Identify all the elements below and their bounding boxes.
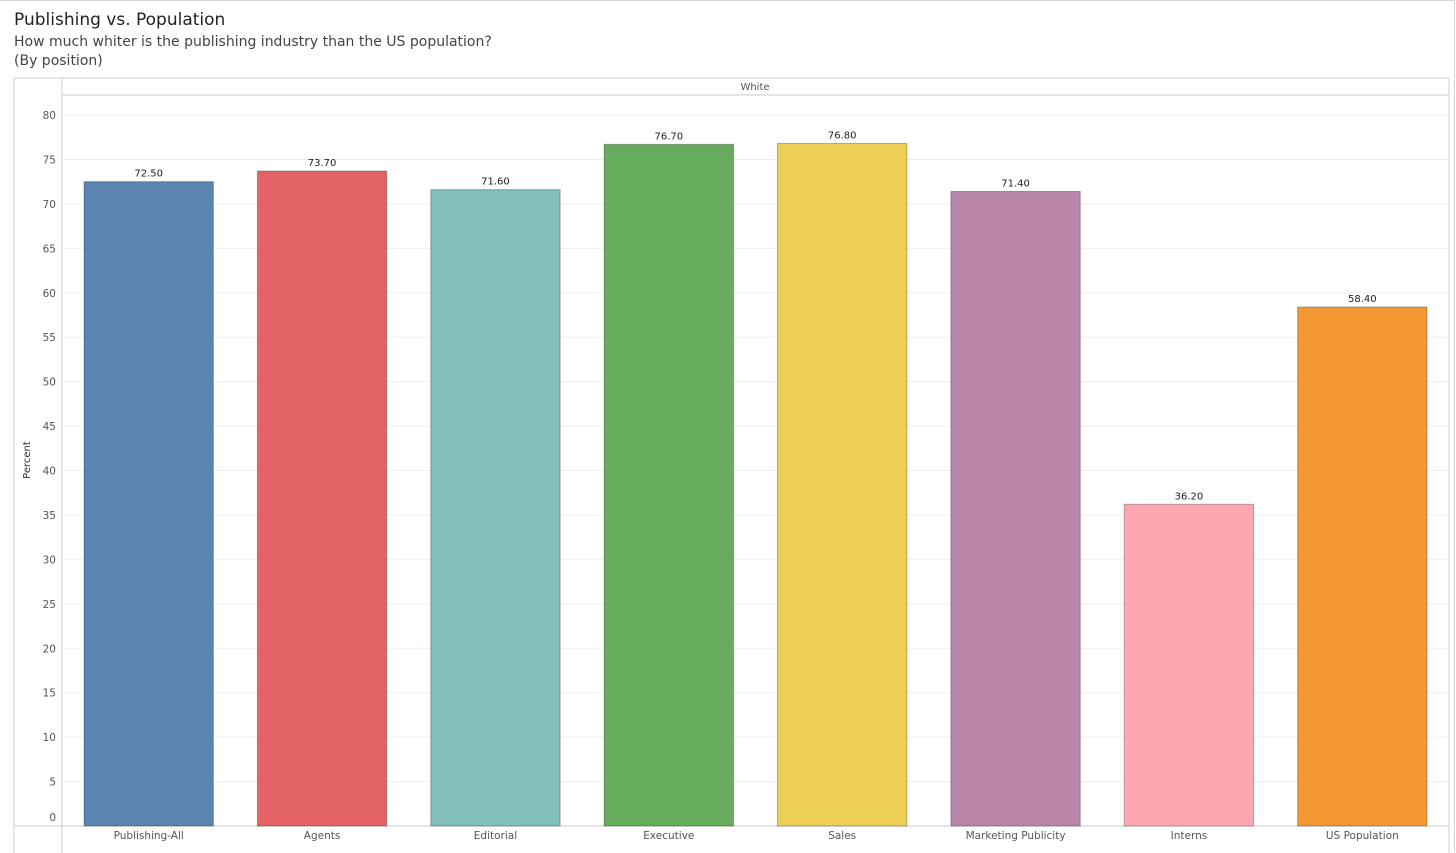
y-tick-label: 75 bbox=[43, 154, 56, 166]
bar-value-label: 58.40 bbox=[1348, 294, 1377, 305]
bar-value-label: 71.40 bbox=[1001, 178, 1030, 189]
bar bbox=[430, 189, 561, 827]
chart-title: Publishing vs. Population bbox=[14, 10, 226, 30]
y-tick-label: 80 bbox=[43, 110, 56, 122]
y-tick-label: 25 bbox=[43, 599, 56, 611]
bars bbox=[83, 142, 1428, 827]
bar bbox=[1297, 306, 1428, 827]
data-labels: 72.50 73.70 71.60 76.70 76.80 71.40 36.20 58.40 bbox=[134, 130, 1376, 502]
chart-subtitle: How much whiter is the publishing indust… bbox=[14, 34, 492, 50]
y-tick-label: 55 bbox=[43, 332, 56, 344]
bar bbox=[1123, 503, 1255, 827]
panel-header: White bbox=[740, 82, 769, 93]
bar-value-label: 76.70 bbox=[654, 131, 683, 142]
bar-value-label: 71.60 bbox=[481, 177, 510, 188]
chart-subtitle-qualifier: (By position) bbox=[14, 53, 103, 69]
bar-value-label: 72.50 bbox=[134, 169, 163, 180]
x-category-label: Interns bbox=[1171, 830, 1208, 842]
bar bbox=[950, 190, 1081, 827]
y-tick-label: 60 bbox=[43, 288, 56, 300]
y-tick-label: 15 bbox=[43, 688, 56, 700]
y-tick-label: 40 bbox=[43, 466, 56, 478]
bar-value-label: 73.70 bbox=[308, 158, 337, 169]
x-axis-labels: Publishing-All Agents Editorial Executive Sa… bbox=[114, 830, 1399, 842]
y-tick-label: 50 bbox=[43, 377, 56, 389]
y-axis-title: Percent bbox=[22, 441, 33, 479]
bar bbox=[603, 143, 734, 827]
y-tick-label: 65 bbox=[43, 243, 56, 255]
y-tick-label: 30 bbox=[43, 554, 56, 566]
bar bbox=[777, 142, 908, 827]
x-category-label: Sales bbox=[828, 830, 856, 842]
y-tick-label: 0 bbox=[49, 812, 56, 824]
y-tick-label: 35 bbox=[43, 510, 56, 522]
y-tick-label: 5 bbox=[49, 777, 56, 789]
bar-value-label: 36.20 bbox=[1175, 491, 1204, 502]
x-category-label: Marketing Publicity bbox=[966, 830, 1066, 842]
x-category-label: Executive bbox=[643, 830, 694, 842]
y-axis-ticks: 0 5 10 15 20 25 30 35 40 45 50 55 60 65 70 75 80 bbox=[43, 110, 56, 824]
bar-value-label: 76.80 bbox=[828, 130, 857, 141]
x-category-label: Publishing-All bbox=[114, 830, 184, 842]
bar bbox=[256, 170, 388, 827]
y-tick-label: 70 bbox=[43, 199, 56, 211]
x-category-label: Agents bbox=[304, 830, 341, 842]
y-tick-label: 10 bbox=[43, 732, 56, 744]
x-category-label: US Population bbox=[1326, 830, 1399, 842]
y-tick-label: 20 bbox=[43, 643, 56, 655]
x-category-label: Editorial bbox=[474, 830, 517, 842]
y-tick-label: 45 bbox=[43, 421, 56, 433]
bar bbox=[83, 181, 214, 827]
